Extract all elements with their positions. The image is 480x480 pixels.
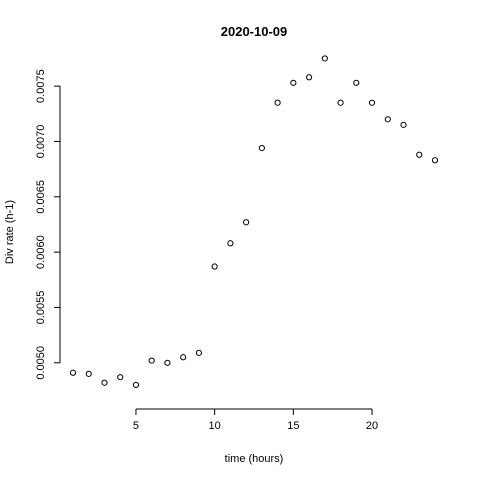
data-point: [132, 381, 140, 389]
y-tick-label: 0.0065: [35, 180, 47, 214]
data-point: [243, 219, 250, 226]
data-point: [227, 240, 234, 247]
x-tick-label: 15: [287, 420, 299, 432]
data-point: [431, 157, 439, 164]
data-point: [353, 79, 360, 86]
x-axis: 5 10 15 20: [133, 408, 378, 432]
data-point: [148, 357, 155, 364]
data-point: [164, 359, 171, 366]
y-tick-label: 0.0050: [35, 346, 47, 380]
data-point: [337, 99, 344, 106]
data-point: [305, 74, 313, 81]
data-points: [69, 55, 439, 389]
data-point: [69, 369, 77, 376]
x-axis-label: time (hours): [225, 453, 284, 465]
data-point: [117, 374, 124, 381]
y-tick-label: 0.0055: [35, 291, 47, 325]
y-tick-label: 0.0075: [35, 69, 47, 103]
data-point: [384, 116, 391, 123]
data-point: [274, 99, 281, 106]
data-point: [368, 99, 376, 106]
data-point: [290, 79, 297, 86]
data-point: [101, 379, 108, 386]
chart-title: 2020-10-09: [221, 24, 288, 39]
data-point: [416, 151, 423, 158]
x-tick-label: 10: [209, 420, 221, 432]
data-point: [85, 370, 92, 377]
y-tick-label: 0.0070: [35, 125, 47, 159]
y-axis: 0.0050 0.0055 0.0060 0.0065 0.0070 0.0075: [35, 69, 61, 380]
x-tick-label: 20: [366, 420, 378, 432]
data-point: [195, 349, 203, 356]
x-tick-label: 5: [133, 420, 139, 432]
data-point: [211, 263, 218, 270]
data-point: [321, 55, 328, 62]
y-tick-label: 0.0060: [35, 235, 47, 269]
data-point: [258, 145, 265, 152]
data-point: [400, 121, 407, 128]
data-point: [180, 354, 187, 361]
y-axis-label: Div rate (h-1): [4, 200, 16, 264]
